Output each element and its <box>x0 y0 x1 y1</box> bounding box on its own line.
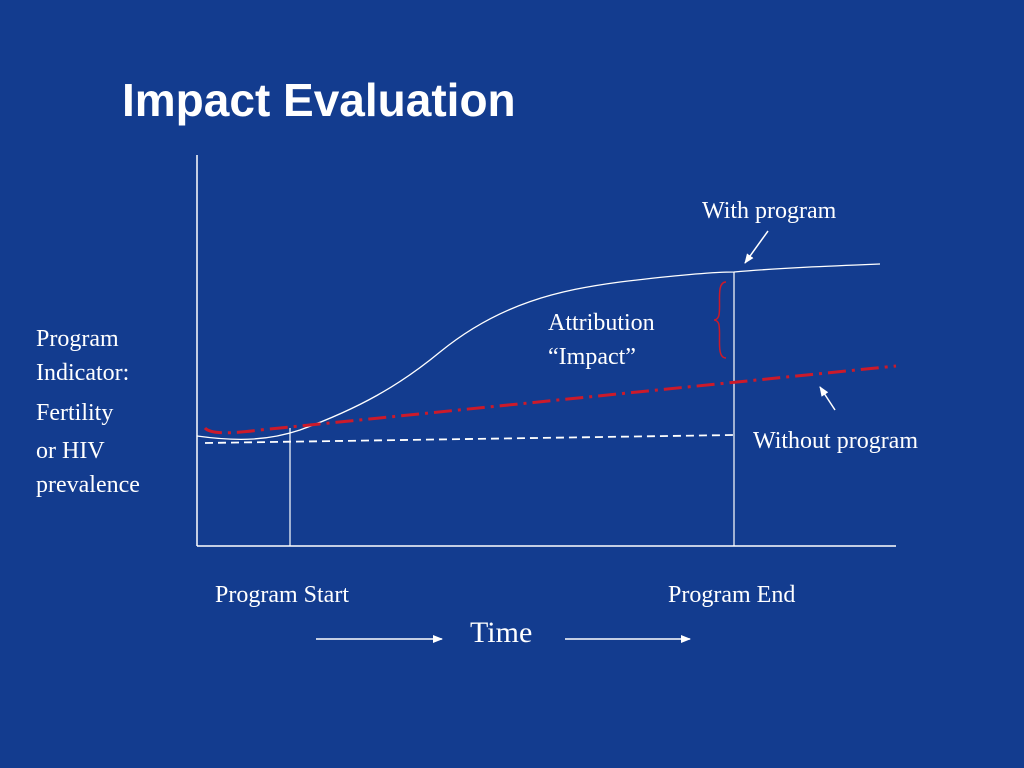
without-program-label: Without program <box>753 428 918 454</box>
program-end-label: Program End <box>668 582 796 608</box>
slide-title: Impact Evaluation <box>122 74 516 126</box>
y-axis-label-line2: Indicator: <box>36 360 130 386</box>
y-axis-label-line3: Fertility <box>36 400 114 426</box>
with-program-curve <box>196 263 881 441</box>
y-axis-label-line5: prevalence <box>36 472 140 498</box>
attribution-brace <box>713 281 727 359</box>
with-program-label: With program <box>702 198 837 224</box>
without-program-curve <box>203 364 897 435</box>
time-axis-label: Time <box>470 616 533 649</box>
y-axis-label: Program Indicator: Fertility or HIV prev… <box>36 322 140 502</box>
attribution-label-line1: Attribution <box>548 310 655 336</box>
baseline-dashed-line <box>204 434 735 444</box>
attribution-label-line2: “Impact” <box>548 344 636 370</box>
with-program-arrow <box>744 230 769 264</box>
y-axis-label-line4: or HIV <box>36 438 105 464</box>
y-axis-label-line1: Program <box>36 326 119 352</box>
program-start-label: Program Start <box>215 582 349 608</box>
without-program-arrow <box>819 386 836 411</box>
